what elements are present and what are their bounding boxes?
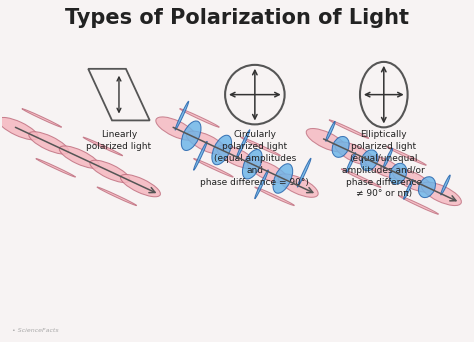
- Ellipse shape: [329, 120, 369, 139]
- Ellipse shape: [180, 109, 219, 127]
- Ellipse shape: [387, 147, 426, 165]
- Ellipse shape: [59, 146, 99, 168]
- Ellipse shape: [297, 158, 311, 187]
- Ellipse shape: [120, 174, 160, 197]
- Ellipse shape: [441, 175, 450, 195]
- Ellipse shape: [421, 182, 461, 206]
- Ellipse shape: [419, 177, 436, 198]
- Ellipse shape: [341, 169, 381, 187]
- Ellipse shape: [306, 129, 346, 152]
- Ellipse shape: [156, 117, 196, 140]
- Ellipse shape: [247, 160, 288, 183]
- Ellipse shape: [273, 164, 292, 193]
- Ellipse shape: [29, 132, 69, 154]
- Ellipse shape: [332, 136, 349, 157]
- Text: Linearly
polarized light: Linearly polarized light: [86, 130, 152, 151]
- Ellipse shape: [90, 160, 130, 183]
- Ellipse shape: [255, 187, 294, 206]
- Ellipse shape: [241, 137, 280, 156]
- Ellipse shape: [364, 155, 404, 179]
- Ellipse shape: [346, 153, 356, 172]
- Text: • ScienceFacts: • ScienceFacts: [12, 328, 58, 333]
- Ellipse shape: [404, 180, 413, 199]
- Ellipse shape: [278, 174, 318, 197]
- Ellipse shape: [242, 149, 262, 179]
- Ellipse shape: [335, 142, 375, 165]
- Ellipse shape: [392, 169, 433, 192]
- Ellipse shape: [22, 109, 62, 127]
- Ellipse shape: [182, 121, 201, 150]
- Ellipse shape: [97, 187, 137, 206]
- Text: Elliptically
polarized light
(equal/unequal
amplitudes and/or
phase difference
≠: Elliptically polarized light (equal/uneq…: [342, 130, 425, 198]
- Ellipse shape: [194, 158, 233, 177]
- Ellipse shape: [83, 137, 123, 156]
- Ellipse shape: [390, 163, 407, 184]
- Text: Types of Polarization of Light: Types of Polarization of Light: [65, 8, 409, 28]
- Ellipse shape: [326, 121, 335, 141]
- Ellipse shape: [236, 130, 250, 159]
- Ellipse shape: [175, 101, 189, 130]
- Ellipse shape: [212, 135, 232, 165]
- Ellipse shape: [399, 196, 438, 214]
- Ellipse shape: [361, 150, 378, 171]
- Ellipse shape: [217, 145, 257, 169]
- Ellipse shape: [0, 117, 38, 140]
- Text: Circularly
polarized light
(equal amplitudes
and
phase difference = 90°): Circularly polarized light (equal amplit…: [201, 130, 310, 186]
- Ellipse shape: [255, 170, 268, 199]
- Ellipse shape: [383, 148, 392, 168]
- Ellipse shape: [186, 131, 227, 155]
- Ellipse shape: [193, 141, 207, 170]
- Ellipse shape: [36, 158, 75, 177]
